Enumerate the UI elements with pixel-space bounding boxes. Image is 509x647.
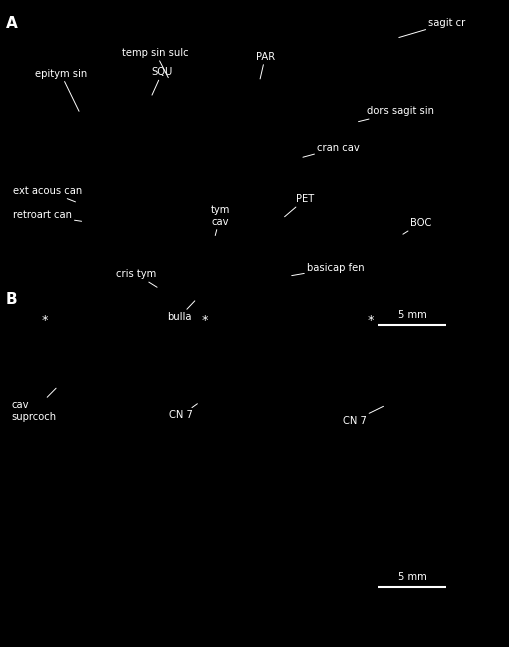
Text: tym
cav: tym cav	[210, 205, 230, 236]
Text: ext acous can: ext acous can	[13, 186, 82, 202]
Text: epitym sin: epitym sin	[35, 69, 87, 111]
Text: *: *	[41, 314, 47, 327]
Text: bulla: bulla	[167, 301, 194, 322]
Text: CN 7: CN 7	[169, 404, 197, 421]
Text: *: *	[367, 314, 374, 327]
Text: PET: PET	[284, 194, 314, 217]
Text: 5 mm: 5 mm	[397, 310, 426, 320]
Text: A: A	[6, 16, 18, 31]
Text: *: *	[202, 314, 208, 327]
Text: dors sagit sin: dors sagit sin	[358, 106, 433, 122]
Text: retroart can: retroart can	[13, 210, 81, 221]
Text: BOC: BOC	[402, 218, 430, 234]
Text: cris tym: cris tym	[116, 269, 157, 287]
Text: sagit cr: sagit cr	[398, 18, 465, 38]
Text: cav
suprcoch: cav suprcoch	[11, 388, 56, 422]
Text: 5 mm: 5 mm	[397, 573, 426, 582]
Text: CN 7: CN 7	[342, 406, 383, 426]
Text: cran cav: cran cav	[302, 142, 359, 157]
Text: PAR: PAR	[255, 52, 274, 79]
Text: SQU: SQU	[151, 67, 173, 95]
Text: temp sin sulc: temp sin sulc	[122, 48, 188, 78]
Text: basicap fen: basicap fen	[291, 263, 364, 276]
Text: B: B	[6, 292, 18, 307]
